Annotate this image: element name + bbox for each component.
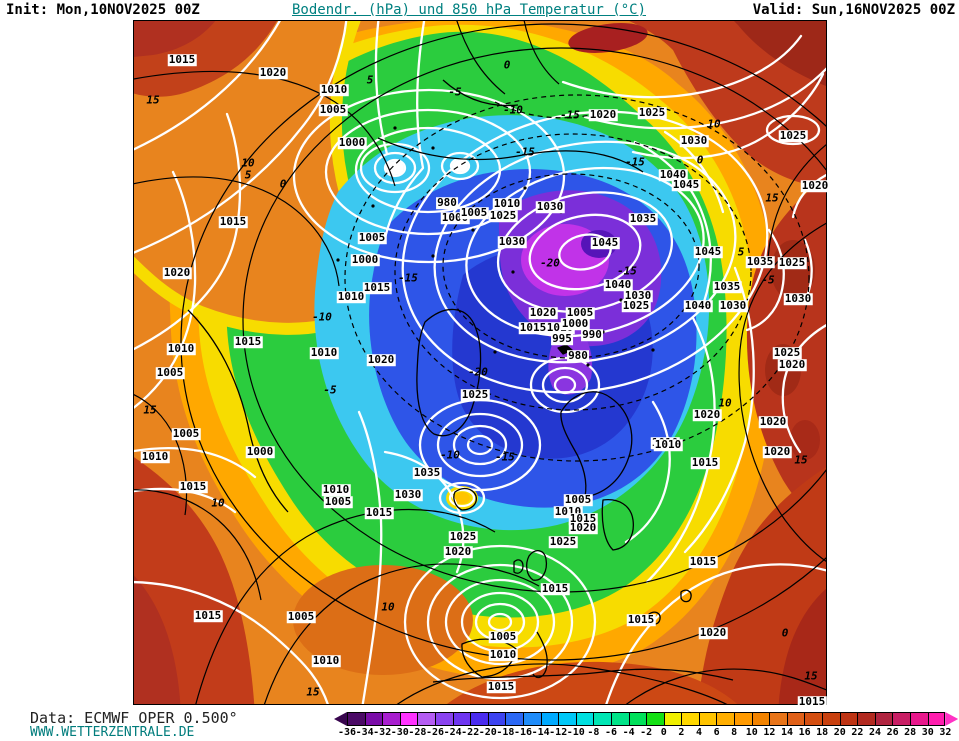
colorbar-tick-label: -12 xyxy=(549,727,568,738)
colorbar-tick-label: -6 xyxy=(604,727,618,738)
colorbar-tick-label: 6 xyxy=(713,727,720,738)
colorbar-segment xyxy=(610,712,629,726)
colorbar-tick-label: -28 xyxy=(408,727,427,738)
colorbar-segment xyxy=(434,712,453,726)
colorbar-tick-label: 22 xyxy=(851,727,864,738)
weather-map xyxy=(133,20,827,705)
colorbar-tick-label: -36 xyxy=(337,727,357,738)
colorbar-tick-label: 30 xyxy=(921,727,934,738)
colorbar-tick-label: -4 xyxy=(622,727,635,738)
colorbar-segment xyxy=(786,712,805,726)
colorbar-tick-label: -32 xyxy=(373,727,392,738)
colorbar-tick-label: -2 xyxy=(640,727,653,738)
colorbar-tick-label: 10 xyxy=(745,727,758,738)
colorbar-segment xyxy=(382,712,400,726)
colorbar-tick-label: -16 xyxy=(513,727,533,738)
colorbar-segment xyxy=(505,712,523,726)
colorbar-tick-label: 16 xyxy=(798,727,811,738)
colorbar-tick-label: 20 xyxy=(833,727,846,738)
colorbar-tick-label: 26 xyxy=(886,727,899,738)
colorbar-segment xyxy=(452,712,471,726)
colorbar-tick-label: 24 xyxy=(868,727,882,738)
colorbar-tick-label: -10 xyxy=(566,727,585,738)
colorbar-tick-label: 12 xyxy=(763,727,776,738)
colorbar-underflow-arrow xyxy=(334,712,347,726)
colorbar-segment xyxy=(575,712,594,726)
colorbar-tick-label: -30 xyxy=(390,727,409,738)
colorbar-tick-label: 4 xyxy=(695,727,703,738)
colorbar-segment xyxy=(347,712,365,726)
colorbar-tick-label: 28 xyxy=(904,727,917,738)
colorbar-segment xyxy=(716,712,735,726)
colorbar-segment xyxy=(857,712,875,726)
colorbar-segment xyxy=(487,712,506,726)
colorbar-tick-label: -24 xyxy=(443,727,462,738)
colorbar-tick-label: 18 xyxy=(816,727,829,738)
init-time-label: Init: Mon,10NOV2025 00Z xyxy=(6,2,200,18)
colorbar-segment xyxy=(364,712,383,726)
colorbar-tick-label: -18 xyxy=(496,727,515,738)
colorbar-segment xyxy=(663,712,682,726)
valid-time-label: Valid: Sun,16NOV2025 00Z xyxy=(752,2,955,18)
colorbar-segment xyxy=(751,712,770,726)
colorbar-segment xyxy=(874,712,893,726)
colorbar-tick-label: 0 xyxy=(660,727,667,738)
colorbar-segment xyxy=(698,712,717,726)
colorbar-segment xyxy=(892,712,910,726)
colorbar-segment xyxy=(470,712,488,726)
colorbar-segment xyxy=(628,712,647,726)
colorbar-segment xyxy=(927,712,946,726)
colorbar-tick-label: -8 xyxy=(587,727,600,738)
colorbar-tick-row: -36 -34 -32 -30 -28 -26 -24 -22 -20 -18 -16 -14 -12-… xyxy=(0,727,959,740)
weather-map-canvas xyxy=(133,20,827,705)
colorbar-segment xyxy=(681,712,699,726)
colorbar-segment xyxy=(593,712,611,726)
coastlines xyxy=(187,79,734,683)
temperature-colorbar xyxy=(334,712,959,726)
map-border xyxy=(133,20,827,705)
colorbar-segment xyxy=(646,712,664,726)
colorbar-tick-label: 14 xyxy=(780,727,794,738)
colorbar-tick-label: 32 xyxy=(939,727,952,738)
colorbar-segment xyxy=(769,712,787,726)
colorbar-segment xyxy=(839,712,858,726)
colorbar-tick-label: -34 xyxy=(355,727,374,738)
colorbar-tick-label: 8 xyxy=(731,727,738,738)
website-label: WWW.WETTERZENTRALE.DE xyxy=(30,725,195,740)
colorbar-segment xyxy=(540,712,559,726)
page-title: Bodendr. (hPa) und 850 hPa Temperatur (°… xyxy=(291,2,647,18)
data-source-label: Data: ECMWF OPER 0.500° xyxy=(30,709,238,727)
colorbar-segment xyxy=(822,712,840,726)
colorbar-segment xyxy=(734,712,752,726)
colorbar-tick-label: -14 xyxy=(531,727,550,738)
colorbar-segment xyxy=(399,712,418,726)
colorbar-overflow-arrow xyxy=(945,712,959,726)
colorbar-segment xyxy=(804,712,823,726)
colorbar-segment xyxy=(522,712,541,726)
colorbar-segment xyxy=(558,712,576,726)
colorbar-tick-label: -20 xyxy=(478,727,497,738)
colorbar-tick-label: 2 xyxy=(678,727,685,738)
colorbar-segment xyxy=(910,712,928,726)
colorbar-segment xyxy=(417,712,435,726)
colorbar-tick-label: -26 xyxy=(425,727,445,738)
colorbar-tick-label: -22 xyxy=(461,727,480,738)
